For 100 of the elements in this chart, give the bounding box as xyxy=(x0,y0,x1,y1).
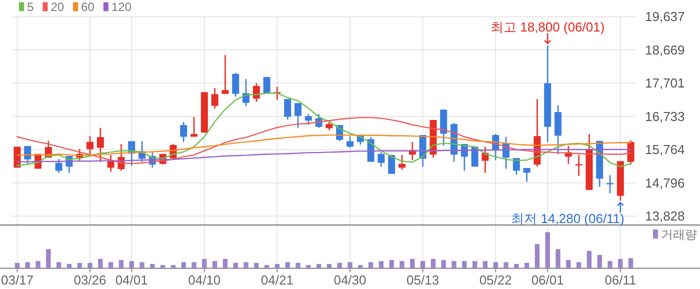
candlestick xyxy=(107,154,114,172)
candlestick xyxy=(232,72,240,98)
candlestick xyxy=(294,102,302,128)
candlestick xyxy=(575,154,582,177)
x-tick-label: 03/17 xyxy=(1,272,34,288)
bar xyxy=(36,261,40,268)
bar xyxy=(368,262,374,268)
bar xyxy=(628,258,634,268)
bar xyxy=(150,264,155,268)
candlestick xyxy=(284,98,292,120)
candlestick xyxy=(263,76,270,94)
y-tick-label: 17,701 xyxy=(645,76,685,91)
y-tick-label: 16,733 xyxy=(645,108,685,124)
x-tick-label: 06/01 xyxy=(531,272,564,288)
x-tick-label: 04/01 xyxy=(115,272,148,288)
bar xyxy=(430,258,436,268)
bar xyxy=(316,264,322,268)
bar xyxy=(545,232,550,268)
x-tick-label: 05/22 xyxy=(479,272,512,288)
bar xyxy=(504,262,508,268)
x-tick-label: 05/13 xyxy=(406,272,440,288)
legend-label: 60 xyxy=(81,0,95,14)
bar xyxy=(192,262,196,268)
bar xyxy=(452,261,456,268)
candlestick xyxy=(222,54,229,94)
bar xyxy=(534,244,540,268)
candlestick xyxy=(180,121,188,143)
bar xyxy=(108,262,114,268)
bar xyxy=(264,265,270,268)
candlestick xyxy=(24,145,32,164)
bar xyxy=(514,264,519,268)
bar xyxy=(462,261,467,268)
candlestick xyxy=(378,152,385,168)
bar xyxy=(170,265,176,268)
annotation: 최고 18,800 (06/01) xyxy=(490,19,605,34)
x-tick-label: 03/26 xyxy=(74,272,106,288)
bar xyxy=(244,262,248,268)
bar xyxy=(233,262,238,268)
bar xyxy=(56,262,62,268)
y-tick-label: 18,669 xyxy=(645,42,685,58)
bar xyxy=(98,258,103,268)
bar xyxy=(524,262,530,268)
candlestick xyxy=(190,116,198,138)
bar xyxy=(608,261,612,268)
bar xyxy=(140,262,144,268)
candlestick xyxy=(554,104,562,155)
bar xyxy=(441,260,446,268)
bar xyxy=(254,262,259,268)
candlestick xyxy=(606,174,614,194)
bar xyxy=(274,264,280,268)
candlestick xyxy=(523,167,530,182)
y-tick-label: 19,637 xyxy=(645,9,685,24)
bar xyxy=(556,249,560,268)
bar xyxy=(222,258,228,268)
x-tick-label: 04/30 xyxy=(334,272,366,288)
candlestick xyxy=(398,154,406,170)
bar xyxy=(88,262,92,268)
bar xyxy=(326,264,332,268)
annotation: 최저 14,280 (06/11) xyxy=(511,211,624,226)
bar xyxy=(410,258,415,268)
bar xyxy=(25,262,30,268)
bar xyxy=(66,264,72,268)
bar xyxy=(566,260,571,268)
candlestick xyxy=(55,158,62,174)
bar xyxy=(472,261,478,268)
bar xyxy=(389,260,394,268)
bar xyxy=(296,262,300,268)
y-tick-label: 14,796 xyxy=(645,175,685,190)
bar xyxy=(118,260,124,268)
bar xyxy=(400,261,404,268)
legend-label: 120 xyxy=(111,0,132,14)
bar xyxy=(181,262,186,268)
bar xyxy=(337,262,342,268)
legend-label: 5 xyxy=(27,0,34,14)
x-tick-label: 06/11 xyxy=(604,272,636,288)
bar xyxy=(77,262,82,268)
bar xyxy=(420,261,426,268)
x-tick-label: 04/21 xyxy=(260,272,294,288)
x-tick-label: 04/10 xyxy=(188,272,221,288)
candlestick xyxy=(304,113,312,126)
bar xyxy=(618,258,623,268)
bar xyxy=(378,261,384,268)
bar xyxy=(129,261,134,268)
y-tick-label: 13,828 xyxy=(645,208,685,224)
bar xyxy=(597,254,602,268)
bar xyxy=(586,250,592,268)
bar xyxy=(493,262,498,268)
candlestick xyxy=(242,78,250,107)
bar xyxy=(202,258,207,268)
bar xyxy=(576,262,582,268)
bar xyxy=(285,262,290,268)
candlestick xyxy=(627,140,634,166)
bar xyxy=(358,265,363,268)
legend-label: 거래량 xyxy=(661,228,697,242)
legend-label: 20 xyxy=(50,0,64,14)
candlestick xyxy=(512,157,520,176)
bar xyxy=(160,265,166,268)
candlestick xyxy=(346,135,354,148)
bar xyxy=(46,249,51,268)
candlestick xyxy=(482,146,489,174)
